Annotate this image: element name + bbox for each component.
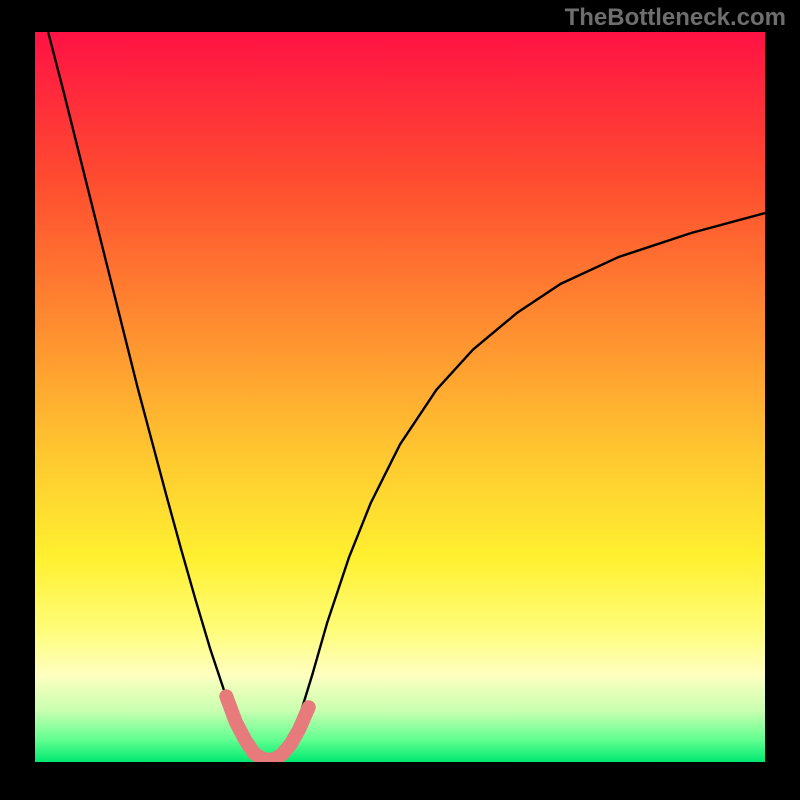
gradient-background xyxy=(35,32,765,762)
watermark-text: TheBottleneck.com xyxy=(565,4,786,32)
plot-area xyxy=(35,32,765,762)
chart-svg xyxy=(35,32,765,762)
